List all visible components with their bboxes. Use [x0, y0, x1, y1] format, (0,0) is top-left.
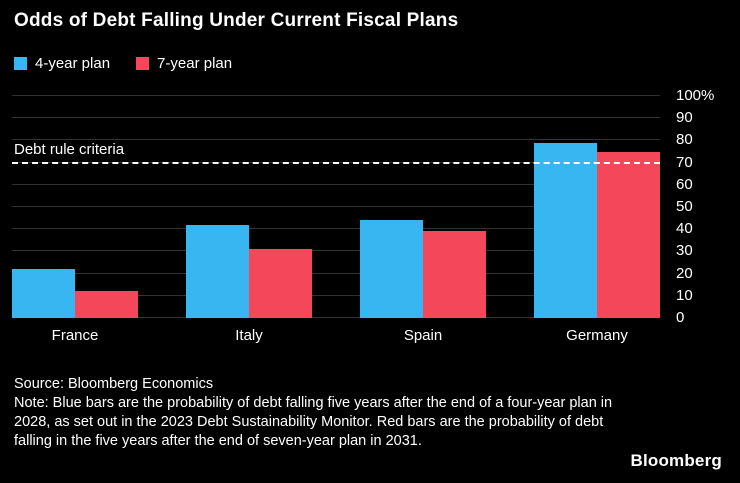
note-text: Note: Blue bars are the probability of d…	[14, 395, 613, 449]
source-text: Source: Bloomberg Economics	[14, 376, 214, 392]
y-tick-label: 40	[676, 220, 693, 238]
y-tick-label: 90	[676, 109, 693, 127]
y-tick-label: 30	[676, 242, 693, 260]
gridline	[12, 272, 660, 274]
reference-line-label: Debt rule criteria	[14, 140, 125, 158]
bar-group-spain	[360, 96, 486, 318]
gridline	[12, 228, 660, 230]
y-tick-label: 60	[676, 175, 693, 193]
x-tick-label: Germany	[566, 327, 628, 344]
gridline	[12, 117, 660, 119]
y-tick-label: 80	[676, 131, 693, 149]
bar-germany-4-year-plan	[534, 142, 597, 318]
gridline	[12, 95, 660, 96]
gridline	[12, 183, 660, 185]
x-axis: France Italy Spain Germany	[12, 327, 660, 344]
legend: 4-year plan 7-year plan	[14, 55, 232, 72]
y-tick-label: 20	[676, 264, 693, 282]
x-tick-label: Spain	[403, 327, 443, 344]
bar-italy-4-year-plan	[186, 224, 249, 318]
legend-item-4-year: 4-year plan	[14, 55, 110, 72]
bar-group-germany	[534, 96, 660, 318]
y-tick-label: 10	[676, 286, 693, 304]
bar-italy-7-year-plan	[249, 249, 312, 318]
gridline	[12, 250, 660, 252]
x-tick-label: France	[51, 327, 99, 344]
legend-item-7-year: 7-year plan	[136, 55, 232, 72]
gridline	[12, 206, 660, 207]
y-axis: 100% 90 80 70 60 50 40 30 20 10 0	[676, 87, 732, 326]
footnote: Source: Bloomberg Economics Note: Blue b…	[14, 375, 630, 451]
legend-swatch-blue	[14, 57, 27, 70]
y-tick-label: 100%	[676, 87, 715, 104]
bar-group-italy	[186, 96, 312, 318]
y-tick-label: 50	[676, 198, 693, 215]
bar-germany-7-year-plan	[597, 151, 660, 318]
bar-france-4-year-plan	[12, 269, 75, 318]
y-tick-label: 0	[676, 309, 685, 326]
legend-label: 4-year plan	[35, 55, 111, 72]
plot-area: Debt rule criteria	[12, 95, 660, 318]
gridline	[12, 139, 660, 141]
legend-swatch-red	[136, 57, 150, 70]
gridline	[12, 294, 660, 296]
y-tick-label: 70	[676, 153, 693, 171]
x-tick-label: Italy	[235, 327, 263, 344]
bar-groups	[12, 96, 660, 318]
gridline	[12, 317, 660, 318]
legend-label: 7-year plan	[157, 55, 233, 72]
bar-france-7-year-plan	[75, 291, 138, 318]
bar-group-france	[12, 96, 138, 318]
chart-title: Odds of Debt Falling Under Current Fisca…	[14, 10, 459, 31]
bloomberg-logo: Bloomberg	[630, 451, 722, 470]
bar-spain-7-year-plan	[423, 231, 486, 318]
bar-spain-4-year-plan	[360, 220, 423, 318]
reference-line	[12, 161, 660, 164]
